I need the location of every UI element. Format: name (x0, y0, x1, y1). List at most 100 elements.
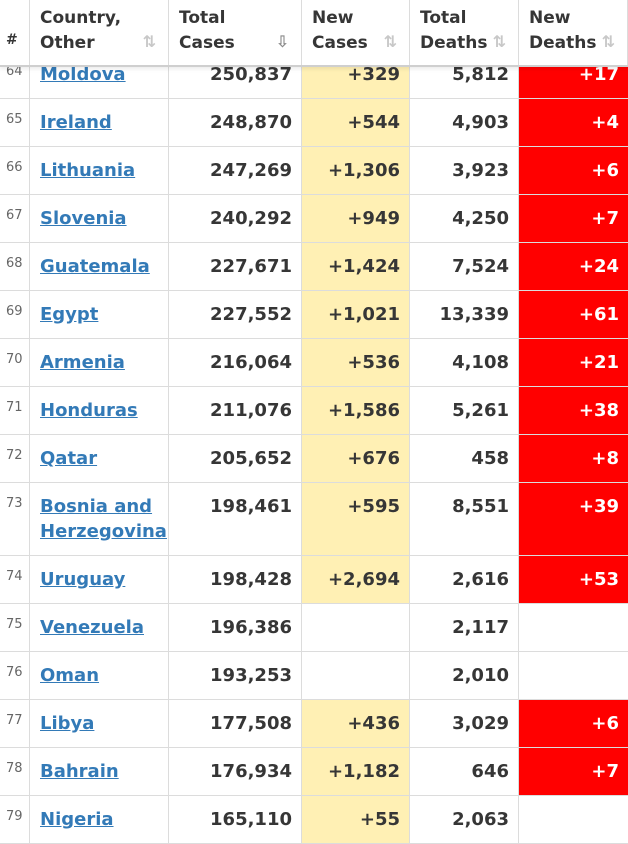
country-cell: Honduras (30, 387, 169, 434)
country-link[interactable]: Guatemala (40, 256, 150, 277)
row-index: 77 (6, 713, 23, 728)
header-total-cases[interactable]: Total Cases ⇩ (169, 0, 302, 65)
total-cases-value: 198,428 (210, 569, 292, 590)
total-cases-cell: 165,110 (169, 796, 302, 843)
sort-icon[interactable]: ⇅ (492, 32, 506, 51)
total-cases-cell: 177,508 (169, 700, 302, 747)
new-deaths-cell: +61 (519, 291, 628, 338)
country-link[interactable]: Lithuania (40, 160, 136, 181)
new-cases-value: +436 (347, 713, 400, 734)
new-deaths-cell: +8 (519, 435, 628, 482)
row-index-cell: 74 (0, 556, 30, 603)
new-cases-cell: +1,021 (302, 291, 410, 338)
new-deaths-cell: +4 (519, 99, 628, 146)
header-total-deaths[interactable]: Total Deaths ⇅ (410, 0, 519, 65)
row-index-cell: 70 (0, 339, 30, 386)
country-link[interactable]: Bosnia and Herzegovina (40, 496, 167, 542)
country-cell: Slovenia (30, 195, 169, 242)
country-link[interactable]: Oman (40, 665, 100, 686)
new-deaths-value (519, 604, 628, 615)
new-deaths-cell: +38 (519, 387, 628, 434)
country-link[interactable]: Uruguay (40, 569, 126, 590)
header-total-cases-label: Total (179, 8, 226, 28)
new-cases-cell: +1,306 (302, 147, 410, 194)
country-cell: Egypt (30, 291, 169, 338)
new-cases-cell (302, 604, 410, 651)
row-index-cell: 79 (0, 796, 30, 843)
header-new-cases-label-2: Cases (312, 33, 368, 53)
country-cell: Venezuela (30, 604, 169, 651)
header-new-deaths[interactable]: New Deaths ⇅ (519, 0, 628, 65)
country-link[interactable]: Egypt (40, 304, 99, 325)
new-deaths-value: +24 (578, 256, 619, 277)
total-deaths-cell: 4,903 (410, 99, 519, 146)
total-cases-value: 227,552 (210, 304, 292, 325)
row-index: 71 (6, 400, 23, 415)
total-cases-value: 165,110 (210, 809, 292, 830)
new-deaths-cell: +6 (519, 147, 628, 194)
country-link[interactable]: Libya (40, 713, 95, 734)
country-link[interactable]: Ireland (40, 112, 112, 133)
table-row: 79 Nigeria 165,110 +55 2,063 (0, 796, 628, 844)
country-link[interactable]: Armenia (40, 352, 125, 373)
total-cases-cell: 193,253 (169, 652, 302, 699)
row-index-cell: 66 (0, 147, 30, 194)
total-cases-cell: 227,671 (169, 243, 302, 290)
total-deaths-value: 4,108 (452, 352, 509, 373)
row-index: 78 (6, 761, 23, 776)
table-row: 67 Slovenia 240,292 +949 4,250 +7 (0, 195, 628, 243)
country-link[interactable]: Slovenia (40, 208, 127, 229)
row-index: 74 (6, 569, 23, 584)
new-cases-cell: +1,182 (302, 748, 410, 795)
table-row: 74 Uruguay 198,428 +2,694 2,616 +53 (0, 556, 628, 604)
total-deaths-value: 2,010 (452, 665, 509, 686)
total-deaths-cell: 4,250 (410, 195, 519, 242)
new-cases-value: +1,021 (327, 304, 400, 325)
new-cases-cell (302, 652, 410, 699)
new-cases-value: +1,586 (327, 400, 400, 421)
country-link[interactable]: Bahrain (40, 761, 119, 782)
country-cell: Lithuania (30, 147, 169, 194)
country-link[interactable]: Nigeria (40, 809, 114, 830)
total-deaths-value: 3,923 (452, 160, 509, 181)
table-header: # Country, Other ⇅ Total Cases ⇩ New Cases … (0, 0, 628, 67)
new-cases-cell: +2,694 (302, 556, 410, 603)
new-deaths-value (519, 652, 628, 663)
row-index-cell: 73 (0, 483, 30, 555)
total-cases-cell: 176,934 (169, 748, 302, 795)
total-cases-value: 240,292 (210, 208, 292, 229)
total-cases-value: 176,934 (210, 761, 292, 782)
new-cases-cell: +55 (302, 796, 410, 843)
header-country[interactable]: Country, Other ⇅ (30, 0, 169, 65)
sort-icon[interactable]: ⇅ (601, 32, 615, 51)
total-deaths-value: 4,903 (452, 112, 509, 133)
country-cell: Moldova (30, 51, 169, 98)
row-index-cell: 71 (0, 387, 30, 434)
country-link[interactable]: Qatar (40, 448, 98, 469)
total-cases-value: 205,652 (210, 448, 292, 469)
row-index-cell: 65 (0, 99, 30, 146)
sort-desc-icon[interactable]: ⇩ (275, 32, 289, 51)
total-deaths-value: 5,812 (452, 64, 509, 85)
new-deaths-cell: +24 (519, 243, 628, 290)
new-cases-cell: +595 (302, 483, 410, 555)
total-deaths-cell: 2,010 (410, 652, 519, 699)
sort-icon[interactable]: ⇅ (142, 32, 156, 51)
new-deaths-cell: +6 (519, 700, 628, 747)
row-index: 79 (6, 809, 23, 824)
table-row: 69 Egypt 227,552 +1,021 13,339 +61 (0, 291, 628, 339)
total-deaths-value: 7,524 (452, 256, 509, 277)
total-cases-cell: 198,461 (169, 483, 302, 555)
row-index: 70 (6, 352, 23, 367)
table-row: 73 Bosnia and Herzegovina 198,461 +595 8,551… (0, 483, 628, 556)
total-deaths-value: 5,261 (452, 400, 509, 421)
sort-icon[interactable]: ⇅ (383, 32, 397, 51)
country-link[interactable]: Venezuela (40, 617, 144, 638)
country-cell: Bosnia and Herzegovina (30, 483, 169, 555)
row-index: 76 (6, 665, 23, 680)
country-link[interactable]: Moldova (40, 64, 126, 85)
country-link[interactable]: Honduras (40, 400, 138, 421)
header-new-cases[interactable]: New Cases ⇅ (302, 0, 410, 65)
new-cases-cell: +1,424 (302, 243, 410, 290)
total-deaths-cell: 3,923 (410, 147, 519, 194)
